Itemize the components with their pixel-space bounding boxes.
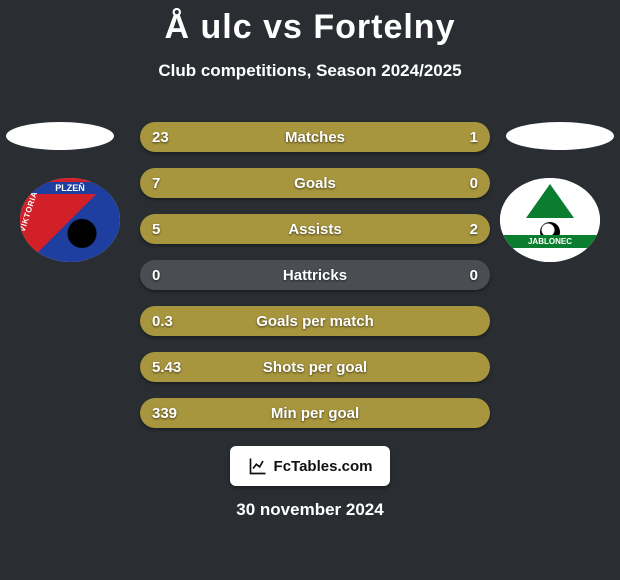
stat-row: 70Goals: [140, 168, 490, 198]
stat-label: Goals: [140, 168, 490, 198]
stat-label: Assists: [140, 214, 490, 244]
stat-label: Goals per match: [140, 306, 490, 336]
viktoria-plzen-crest-icon: [20, 178, 120, 262]
ball-icon: [540, 222, 560, 242]
page-subtitle: Club competitions, Season 2024/2025: [0, 61, 620, 81]
jablonec-crest-icon: [500, 178, 600, 262]
snapshot-date: 30 november 2024: [0, 500, 620, 520]
source-badge: FcTables.com: [230, 446, 390, 486]
chart-icon: [248, 456, 268, 476]
stat-label: Matches: [140, 122, 490, 152]
stat-row: 231Matches: [140, 122, 490, 152]
stat-row: 0.3Goals per match: [140, 306, 490, 336]
stat-row: 5.43Shots per goal: [140, 352, 490, 382]
page-title: Å ulc vs Fortelny: [0, 0, 620, 47]
stat-label: Hattricks: [140, 260, 490, 290]
stat-row: 52Assists: [140, 214, 490, 244]
comparison-arena: 231Matches 70Goals 52Assists 00Hattricks 0.3…: [0, 122, 620, 442]
stat-label: Shots per goal: [140, 352, 490, 382]
source-badge-text: FcTables.com: [274, 458, 373, 475]
left-platform: [6, 122, 114, 150]
stat-label: Min per goal: [140, 398, 490, 428]
stat-row: 339Min per goal: [140, 398, 490, 428]
stat-bars: 231Matches 70Goals 52Assists 00Hattricks 0.3…: [140, 122, 490, 444]
stat-row: 00Hattricks: [140, 260, 490, 290]
left-club-crest: [20, 178, 120, 262]
right-platform: [506, 122, 614, 150]
right-club-crest: [500, 178, 600, 262]
